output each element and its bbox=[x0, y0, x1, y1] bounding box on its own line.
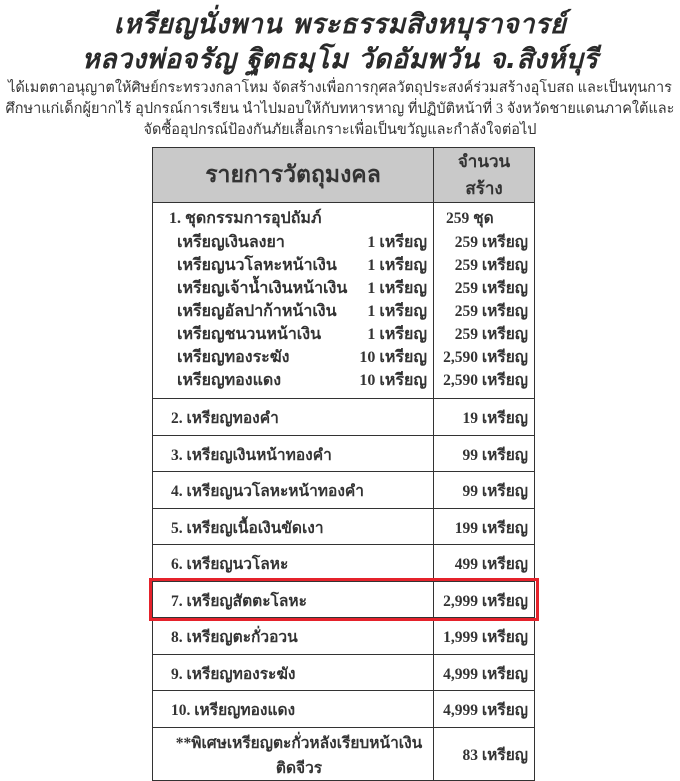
set-item-per-set: 1 เหรียญ bbox=[367, 326, 427, 343]
table-row-note: **พิเศษเหรียญตะกั่วหลังเรียบหน้าเงินติดจ… bbox=[152, 726, 535, 781]
set-item-quantity: 2,590 เหรียญ bbox=[443, 372, 528, 389]
item-name: 6. เหรียญนวโลหะ bbox=[152, 544, 434, 582]
set-item-quantity: 259 เหรียญ bbox=[454, 280, 528, 297]
item-name: 3. เหรียญเงินหน้าทองคำ bbox=[152, 434, 434, 472]
header-item: รายการวัตถุมงคล bbox=[152, 147, 434, 203]
set-item-quantity: 259 เหรียญ bbox=[454, 234, 528, 251]
item-name: 9. เหรียญทองระฆัง bbox=[152, 653, 434, 691]
table-row: 3. เหรียญเงินหน้าทองคำ 99 เหรียญ bbox=[152, 434, 535, 472]
item-quantity: 1,999 เหรียญ bbox=[433, 617, 535, 655]
set-item-per-set: 1 เหรียญ bbox=[367, 234, 427, 251]
set-item: เหรียญเจ้าน้ำเงินหน้าเงิน 1 เหรียญ bbox=[159, 277, 427, 300]
set-item: เหรียญอัลปาก้าหน้าเงิน 1 เหรียญ bbox=[159, 300, 427, 323]
title-line-1: เหรียญนั่งพาน พระธรรมสิงหบุราจารย์ bbox=[113, 9, 567, 40]
highlight-box bbox=[149, 578, 539, 621]
set-item: เหรียญนวโลหะหน้าเงิน 1 เหรียญ bbox=[159, 254, 427, 277]
item-name: 10. เหรียญทองแดง bbox=[152, 690, 434, 728]
set-label: 1. ชุดกรรมการอุปถัมภ์ bbox=[169, 210, 322, 227]
set-item: เหรียญทองระฆัง 10 เหรียญ bbox=[159, 346, 427, 369]
set-item-name: เหรียญเงินลงยา bbox=[177, 234, 285, 251]
set-item-name: เหรียญชนวนหน้าเงิน bbox=[177, 326, 322, 343]
item-quantity: 19 เหรียญ bbox=[433, 398, 535, 436]
table-row: 5. เหรียญเนื้อเงินขัดเงา 199 เหรียญ bbox=[152, 507, 535, 545]
item-name: 8. เหรียญตะกั่วอวน bbox=[152, 617, 434, 655]
set-item-per-set: 1 เหรียญ bbox=[367, 280, 427, 297]
set-item-name: เหรียญทองระฆัง bbox=[177, 349, 290, 366]
set-item: เหรียญเงินลงยา 1 เหรียญ bbox=[159, 231, 427, 254]
set-item-per-set: 10 เหรียญ bbox=[359, 349, 427, 366]
set-item-per-set: 10 เหรียญ bbox=[359, 372, 427, 389]
set-item-per-set: 1 เหรียญ bbox=[367, 257, 427, 274]
item-quantity: 199 เหรียญ bbox=[433, 507, 535, 545]
item-quantity: 99 เหรียญ bbox=[433, 434, 535, 472]
set-item-quantity: 2,590 เหรียญ bbox=[443, 349, 528, 366]
table-row: 6. เหรียญนวโลหะ 499 เหรียญ bbox=[152, 544, 535, 582]
set-item-quantity: 259 เหรียญ bbox=[454, 326, 528, 343]
set-item-quantity: 259 เหรียญ bbox=[454, 303, 528, 320]
table-row: 9. เหรียญทองระฆัง 4,999 เหรียญ bbox=[152, 653, 535, 691]
set-item-name: เหรียญเจ้าน้ำเงินหน้าเงิน bbox=[177, 280, 348, 297]
table-row-highlighted: 8. เหรียญตะกั่วอวน 1,999 เหรียญ bbox=[152, 617, 535, 655]
set-item: เหรียญทองแดง 10 เหรียญ bbox=[159, 369, 427, 392]
table-header: รายการวัตถุมงคล จำนวนสร้าง bbox=[152, 147, 535, 203]
item-quantity: 499 เหรียญ bbox=[433, 544, 535, 582]
item-name: 7. เหรียญสัตตะโลหะ bbox=[152, 580, 434, 618]
set-item-per-set: 1 เหรียญ bbox=[367, 303, 427, 320]
table-row: 10. เหรียญทองแดง 4,999 เหรียญ bbox=[152, 690, 535, 728]
item-quantity: 99 เหรียญ bbox=[433, 471, 535, 509]
set-item-name: เหรียญอัลปาก้าหน้าเงิน bbox=[177, 303, 337, 320]
table-row: 4. เหรียญนวโลหะหน้าทองคำ 99 เหรียญ bbox=[152, 471, 535, 509]
set-quantity-cell: 259 ชุด 259 เหรียญ 259 เหรียญ 259 เหรียญ… bbox=[433, 202, 535, 399]
item-name: 2. เหรียญทองคำ bbox=[152, 398, 434, 436]
set-items-cell: 1. ชุดกรรมการอุปถัมภ์ เหรียญเงินลงยา 1 เห… bbox=[152, 202, 434, 399]
set-quantity: 259 ชุด bbox=[446, 210, 494, 227]
note-name: **พิเศษเหรียญตะกั่วหลังเรียบหน้าเงินติดจ… bbox=[152, 726, 434, 781]
item-name: 4. เหรียญนวโลหะหน้าทองคำ bbox=[152, 471, 434, 509]
header-quantity: จำนวนสร้าง bbox=[433, 147, 535, 203]
set-item-name: เหรียญนวโลหะหน้าเงิน bbox=[177, 257, 337, 274]
note-quantity: 83 เหรียญ bbox=[433, 726, 535, 781]
intro-paragraph: ได้เมตตาอนุญาตให้ศิษย์กระทรวงกลาโหม จัดส… bbox=[5, 80, 675, 138]
item-quantity: 4,999 เหรียญ bbox=[433, 690, 535, 728]
item-quantity: 2,999 เหรียญ bbox=[433, 580, 535, 618]
set-item-quantity: 259 เหรียญ bbox=[454, 257, 528, 274]
amulet-table: รายการวัตถุมงคล จำนวนสร้าง 1. ชุดกรรมการ… bbox=[152, 147, 535, 781]
item-quantity: 4,999 เหรียญ bbox=[433, 653, 535, 691]
table-row: 2. เหรียญทองคำ 19 เหรียญ bbox=[152, 398, 535, 436]
item-name: 5. เหรียญเนื้อเงินขัดเงา bbox=[152, 507, 434, 545]
set-item-name: เหรียญทองแดง bbox=[177, 372, 282, 389]
set-item: เหรียญชนวนหน้าเงิน 1 เหรียญ bbox=[159, 323, 427, 346]
table-row: 7. เหรียญสัตตะโลหะ 2,999 เหรียญ bbox=[152, 580, 535, 618]
table-row-set: 1. ชุดกรรมการอุปถัมภ์ เหรียญเงินลงยา 1 เห… bbox=[152, 202, 535, 399]
title-line-2: หลวงพ่อจรัญ ฐิตธมฺโม วัดอัมพวัน จ.สิงห์บ… bbox=[81, 44, 599, 75]
